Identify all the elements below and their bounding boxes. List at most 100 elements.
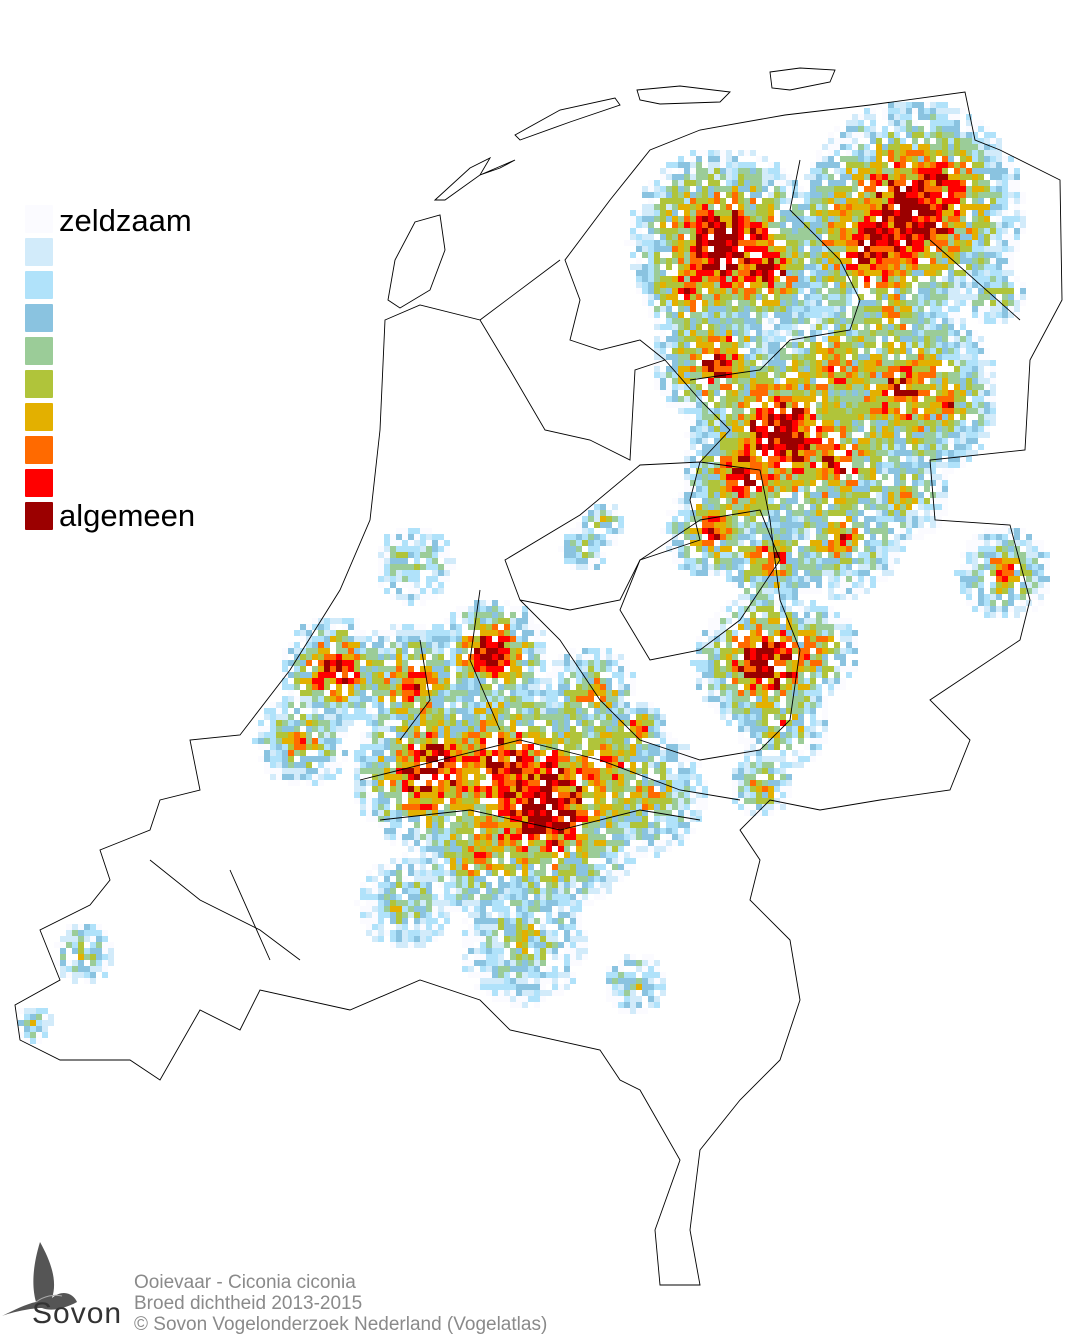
density-cell	[396, 666, 402, 672]
density-cell	[936, 102, 942, 108]
density-cell	[738, 420, 744, 426]
density-cell	[696, 372, 702, 378]
density-cell	[744, 240, 750, 246]
density-cell	[888, 444, 894, 450]
density-cell	[978, 204, 984, 210]
density-cell	[906, 456, 912, 462]
density-cell	[894, 108, 900, 114]
density-cell	[660, 174, 666, 180]
density-cell	[888, 570, 894, 576]
density-cell	[966, 186, 972, 192]
density-cell	[930, 216, 936, 222]
density-cell	[822, 186, 828, 192]
density-cell	[972, 558, 978, 564]
density-cell	[936, 120, 942, 126]
density-cell	[888, 342, 894, 348]
density-cell	[684, 186, 690, 192]
density-cell	[732, 174, 738, 180]
density-cell	[924, 504, 930, 510]
density-cell	[786, 180, 792, 186]
density-cell	[966, 426, 972, 432]
density-cell	[504, 678, 510, 684]
density-cell	[966, 378, 972, 384]
density-cell	[798, 552, 804, 558]
density-cell	[828, 450, 834, 456]
density-cell	[702, 552, 708, 558]
density-cell	[888, 540, 894, 546]
density-cell	[768, 744, 774, 750]
density-cell	[966, 348, 972, 354]
density-cell	[354, 714, 360, 720]
density-cell	[444, 636, 450, 642]
density-cell	[858, 510, 864, 516]
density-cell	[858, 420, 864, 426]
density-cell	[918, 216, 924, 222]
density-cell	[756, 606, 762, 612]
density-cell	[432, 726, 438, 732]
density-cell	[774, 612, 780, 618]
density-cell	[516, 660, 522, 666]
density-cell	[708, 372, 714, 378]
density-cell	[804, 390, 810, 396]
density-cell	[888, 348, 894, 354]
density-cell	[738, 564, 744, 570]
density-cell	[498, 636, 504, 642]
density-cell	[414, 726, 420, 732]
density-cell	[828, 258, 834, 264]
density-cell	[864, 198, 870, 204]
density-cell	[984, 360, 990, 366]
density-cell	[888, 504, 894, 510]
density-cell	[438, 732, 444, 738]
density-cell	[354, 654, 360, 660]
density-cell	[984, 228, 990, 234]
density-cell	[720, 432, 726, 438]
density-cell	[978, 294, 984, 300]
density-cell	[882, 396, 888, 402]
density-cell	[828, 462, 834, 468]
density-cell	[702, 660, 708, 666]
density-cell	[696, 648, 702, 654]
density-cell	[666, 402, 672, 408]
density-cell	[708, 534, 714, 540]
density-cell	[888, 270, 894, 276]
density-cell	[672, 258, 678, 264]
density-cell	[852, 282, 858, 288]
density-cell	[912, 492, 918, 498]
density-cell	[1032, 540, 1038, 546]
density-cell	[888, 102, 894, 108]
density-cell	[930, 438, 936, 444]
density-cell	[726, 240, 732, 246]
density-cell	[888, 468, 894, 474]
density-cell	[846, 174, 852, 180]
density-cell	[744, 276, 750, 282]
density-cell	[774, 684, 780, 690]
density-cell	[786, 696, 792, 702]
density-cell	[888, 378, 894, 384]
density-cell	[690, 216, 696, 222]
density-cell	[762, 402, 768, 408]
density-cell	[810, 450, 816, 456]
density-cell	[750, 720, 756, 726]
density-cell	[900, 342, 906, 348]
density-cell	[696, 246, 702, 252]
density-cell	[858, 486, 864, 492]
density-cell	[288, 648, 294, 654]
density-cell	[978, 144, 984, 150]
density-cell	[408, 642, 414, 648]
density-cell	[846, 576, 852, 582]
density-cell	[402, 624, 408, 630]
density-cell	[996, 204, 1002, 210]
density-cell	[714, 306, 720, 312]
density-cell	[942, 252, 948, 258]
density-cell	[786, 474, 792, 480]
density-cell	[468, 618, 474, 624]
density-cell	[918, 156, 924, 162]
density-cell	[708, 510, 714, 516]
density-cell	[870, 360, 876, 366]
density-cell	[312, 648, 318, 654]
density-cell	[294, 672, 300, 678]
density-cell	[720, 684, 726, 690]
density-cell	[810, 672, 816, 678]
density-cell	[810, 420, 816, 426]
density-cell	[942, 174, 948, 180]
